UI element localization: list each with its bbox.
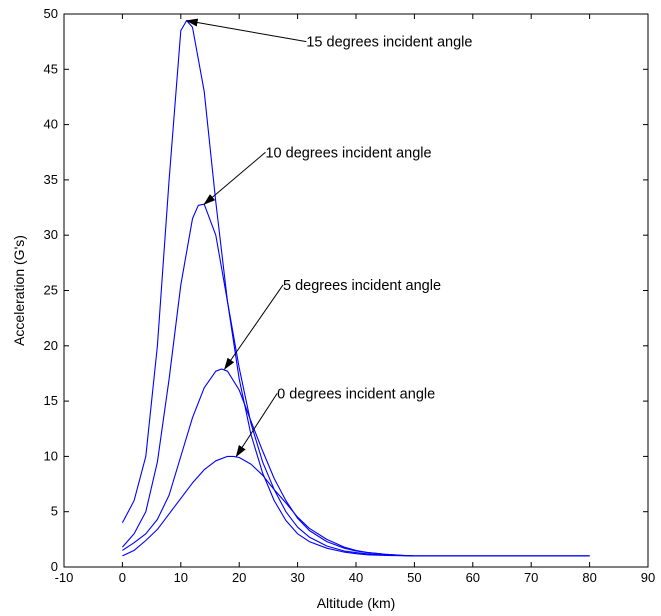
annotation-label-1: 15 degrees incident angle (306, 35, 472, 51)
x-tick-label: 20 (232, 570, 246, 585)
x-tick-label: -10 (55, 570, 74, 585)
y-tick-label: 45 (44, 61, 58, 76)
y-tick-label: 25 (44, 283, 58, 298)
series-layer (121, 20, 590, 557)
x-tick-label: 80 (582, 570, 596, 585)
annotation-label-4: 0 degrees incident angle (277, 386, 435, 402)
x-tick-label: 30 (290, 570, 304, 585)
x-tick-label: 40 (349, 570, 363, 585)
y-tick-label: 30 (44, 227, 58, 242)
y-tick-label: 50 (44, 6, 58, 21)
annotation-layer: 15 degrees incident angle 10 degrees inci… (185, 18, 472, 458)
y-tick-label: 20 (44, 338, 58, 353)
y-tick-label: 5 (51, 504, 58, 519)
x-tick-label: 0 (119, 570, 126, 585)
y-tick-label: 35 (44, 172, 58, 187)
y-tick-label: 10 (44, 448, 58, 463)
series-line-4 (122, 455, 590, 557)
series-line-2 (121, 203, 590, 557)
x-tick-label: 70 (524, 570, 538, 585)
annotation-label-3: 5 degrees incident angle (283, 278, 441, 294)
x-axis-label: Altitude (km) (317, 595, 396, 611)
y-tick-label: 40 (44, 117, 58, 132)
x-tick-label: 90 (641, 570, 655, 585)
y-axis-label: Acceleration (G's) (11, 235, 27, 346)
x-tick-label: 10 (174, 570, 188, 585)
y-tick-label: 15 (44, 393, 58, 408)
annotation-arrow-3 (224, 284, 284, 370)
x-axis-ticks: -10 0 10 20 30 40 50 60 70 80 90 (55, 14, 655, 585)
x-tick-label: 60 (466, 570, 480, 585)
y-axis-ticks: 0 5 10 15 20 25 30 35 40 45 50 (44, 6, 648, 574)
y-tick-label: 0 (51, 559, 58, 574)
annotation-arrow-2 (203, 151, 266, 205)
annotation-arrow-4 (235, 393, 278, 458)
annotation-arrow-1 (185, 18, 307, 43)
x-tick-label: 50 (407, 570, 421, 585)
annotation-label-2: 10 degrees incident angle (265, 145, 431, 161)
